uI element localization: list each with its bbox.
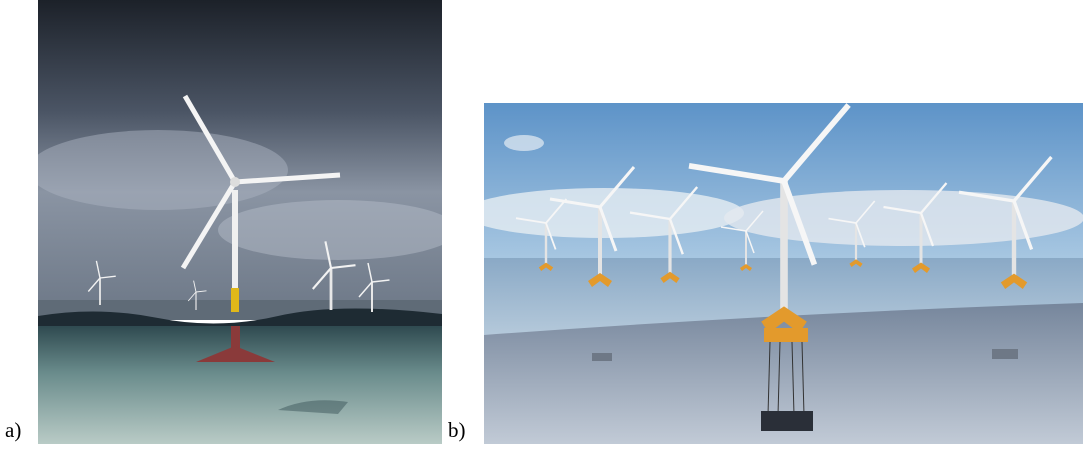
image-a <box>38 0 442 444</box>
image-b <box>484 103 1083 444</box>
panel-label: a) <box>5 418 22 442</box>
panel-label: b) <box>448 418 466 442</box>
